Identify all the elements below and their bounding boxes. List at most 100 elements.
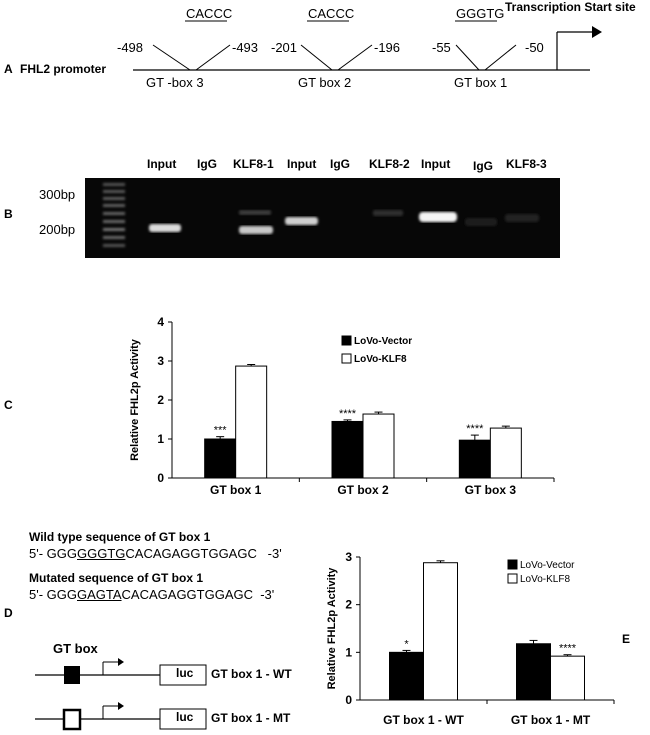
band-klf8-2 — [373, 210, 403, 216]
y-tick-label-0: 0 — [157, 471, 164, 485]
x-tick-label-2: GT box 3 — [465, 483, 517, 497]
gt-box-2-label: GT box 2 — [298, 75, 352, 90]
mt-sequence: 5'- GGGGAGTACACAGAGGTGGAGC -3' — [29, 587, 274, 602]
gel-image — [85, 178, 560, 258]
panel-b-letter: B — [4, 207, 13, 221]
gt-box-2-left-leg — [300, 44, 333, 71]
gt-box-1-left-leg — [455, 44, 480, 71]
bar-0-0 — [204, 438, 237, 479]
mt-construct-label: GT box 1 - MT — [211, 711, 291, 725]
lane-label-8: IgG — [473, 159, 493, 173]
band-klf8-1 — [239, 226, 273, 234]
lane-label-2: IgG — [197, 157, 217, 171]
wt-sequence: 5'- GGGGGGTGCACAGAGGTGGAGC -3' — [29, 546, 282, 561]
x-tick-label-0: GT box 1 - WT — [383, 713, 464, 727]
mt-luc-label: luc — [176, 710, 194, 724]
bar-0-2 — [458, 439, 491, 479]
x-tick-label-1: GT box 2 — [337, 483, 389, 497]
bar-0-1 — [516, 643, 551, 701]
panel-a-letter: A — [4, 62, 13, 76]
band-igg-3 — [465, 218, 497, 226]
bar-1-1 — [362, 413, 395, 479]
marker-300bp: 300bp — [39, 187, 76, 202]
band-input-1 — [149, 224, 181, 232]
wt-luc-label: luc — [176, 666, 194, 680]
y-tick-label-0: 0 — [345, 693, 352, 707]
y-axis-label: Relative FHL2p Activity — [326, 567, 338, 690]
legend-swatch-0 — [507, 559, 518, 570]
ladder-lane — [103, 183, 125, 247]
mt-gt-box-open — [62, 708, 82, 731]
panel-e-letter: E — [622, 632, 631, 646]
gt-box-1-motif: GGGTG — [456, 6, 505, 21]
y-tick-label-2: 2 — [157, 393, 164, 407]
bar-1-0 — [235, 365, 268, 479]
significance-0: *** — [214, 425, 228, 437]
band-klf8-3 — [505, 214, 539, 222]
wt-gt-box-filled — [64, 666, 80, 684]
gt-box-3-right-leg — [195, 44, 231, 71]
promoter-diagram — [133, 20, 602, 71]
legend-swatch-0 — [341, 335, 352, 346]
gt-box-3-motif: CACCC — [186, 6, 233, 21]
promoter-title: FHL2 promoter — [20, 62, 107, 76]
lane-label-7: Input — [421, 157, 451, 171]
x-tick-label-0: GT box 1 — [210, 483, 262, 497]
bar-1-0 — [423, 562, 458, 701]
gt-box-2-motif: CACCC — [308, 6, 355, 21]
wt-title: Wild type sequence of GT box 1 — [29, 530, 211, 544]
y-tick-label-1: 1 — [345, 645, 352, 659]
y-tick-label-4: 4 — [157, 315, 164, 329]
panel-d-letter: D — [4, 606, 13, 620]
gt-box-1-end: -50 — [525, 40, 544, 55]
wt-luc-box — [159, 664, 207, 686]
y-axis-label: Relative FHL2p Activity — [129, 338, 141, 461]
gt-box-3-start: -498 — [117, 40, 144, 55]
wt-seq-suffix: CACAGAGGTGGAGC -3' — [125, 546, 282, 561]
lane-label-1: Input — [147, 157, 177, 171]
tss-label: Transcription Start site — [505, 0, 636, 14]
y-tick-label-3: 3 — [345, 550, 352, 564]
band-input-2 — [285, 217, 318, 225]
gt-box-3-label: GT -box 3 — [146, 75, 204, 90]
lane-label-6: KLF8-2 — [369, 157, 410, 171]
legend-label-1: LoVo-KLF8 — [520, 574, 570, 585]
x-tick-label-1: GT box 1 - MT — [511, 713, 591, 727]
significance-0: * — [404, 638, 409, 650]
legend-label-0: LoVo-Vector — [520, 560, 575, 571]
wt-seq-motif: GGGTG — [77, 546, 126, 561]
gt-box-2-right-leg — [337, 44, 373, 71]
gt-box-2-end: -196 — [374, 40, 401, 55]
legend-label-0: LoVo-Vector — [354, 336, 412, 347]
lane-label-9: KLF8-3 — [506, 157, 547, 171]
wt-seq-prefix: 5'- GGG — [29, 546, 77, 561]
lane-label-5: IgG — [330, 157, 350, 171]
legend-swatch-1 — [341, 353, 352, 364]
gt-box-1-label: GT box 1 — [454, 75, 508, 90]
y-tick-label-3: 3 — [157, 354, 164, 368]
panel-c-letter: C — [4, 398, 13, 412]
tss-arrowhead — [592, 26, 602, 38]
gt-box-3-end: -493 — [232, 40, 259, 55]
gt-box-2-start: -201 — [271, 40, 298, 55]
wt-promoter-arrowhead — [118, 658, 124, 666]
significance-1: **** — [559, 643, 577, 655]
marker-200bp: 200bp — [39, 222, 76, 237]
gt-box-3-left-leg — [152, 44, 191, 71]
mt-luc-box — [159, 708, 207, 730]
mt-seq-motif: GAGTA — [77, 587, 122, 602]
mt-seq-suffix: CACAGAGGTGGAGC -3' — [121, 587, 275, 602]
band-klf8-1-upper — [239, 210, 271, 215]
mt-title: Mutated sequence of GT box 1 — [29, 571, 204, 585]
chart-e: Relative FHL2p Activity 0 1 2 3 GT box 1 - WT… — [326, 550, 615, 727]
bar-0-1 — [331, 420, 364, 479]
legend-swatch-1 — [507, 573, 518, 584]
gt-box-legend: GT box — [53, 641, 98, 656]
wt-construct-label: GT box 1 - WT — [211, 667, 292, 681]
mt-promoter-arrowhead — [118, 702, 124, 710]
legend-label-1: LoVo-KLF8 — [354, 354, 407, 365]
significance-1: **** — [339, 408, 357, 420]
constructs-diagram — [35, 658, 207, 731]
chart-c: Relative FHL2p Activity 0 1 2 3 4 GT box 1 *** G… — [129, 315, 555, 497]
y-tick-label-1: 1 — [157, 432, 164, 446]
